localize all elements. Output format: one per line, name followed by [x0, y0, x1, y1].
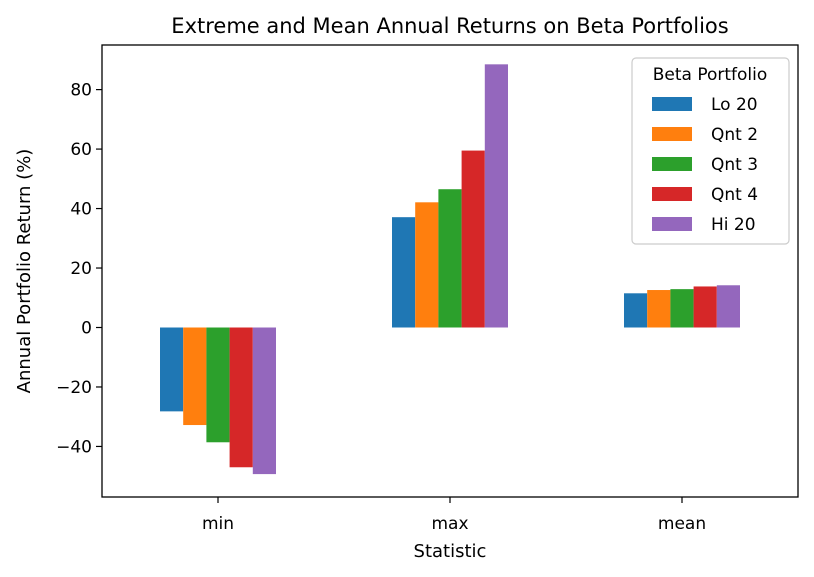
y-tick-label: −20 [56, 378, 92, 398]
x-tick-label: max [431, 514, 468, 534]
legend: Beta Portfolio Lo 20 Qnt 2 Qnt 3 Qnt 4 Hi 20 [631, 57, 790, 245]
y-tick-label: 0 [81, 319, 92, 339]
legend-label: Qnt 4 [711, 185, 758, 205]
bar-qnt-4-min [229, 327, 253, 468]
bar-lo-20-min [160, 327, 184, 412]
legend-label: Hi 20 [711, 215, 756, 235]
bar-qnt-3-min [206, 327, 230, 443]
bar-lo-20-mean [624, 293, 648, 328]
bar-qnt-2-mean [647, 290, 671, 328]
y-axis-title: Annual Portfolio Return (%) [14, 149, 35, 394]
x-axis-title: Statistic [414, 541, 487, 562]
legend-swatch [652, 187, 692, 201]
x-tick-label: min [202, 514, 234, 534]
bar-qnt-2-min [183, 327, 207, 426]
bar-qnt-3-mean [670, 289, 694, 328]
legend-label: Lo 20 [711, 95, 758, 115]
y-tick-label: 80 [70, 81, 92, 101]
legend-label: Qnt 2 [711, 125, 758, 145]
y-tick-label: 40 [70, 200, 92, 220]
bar-qnt-4-mean [693, 286, 717, 328]
bar-hi-20-min [252, 327, 276, 475]
y-tick-label: 60 [70, 140, 92, 160]
bar-qnt-2-max [415, 202, 439, 328]
y-tick-label: −40 [56, 437, 92, 457]
legend-swatch [652, 97, 692, 111]
bar-qnt-4-max [461, 150, 485, 328]
legend-label: Qnt 3 [711, 155, 758, 175]
legend-swatch [652, 127, 692, 141]
bar-qnt-3-max [438, 189, 462, 328]
legend-swatch [652, 217, 692, 231]
legend-swatch [652, 157, 692, 171]
y-tick-label: 20 [70, 259, 92, 279]
x-tick-label: mean [658, 514, 706, 534]
x-axis: min max mean [202, 497, 706, 534]
bar-hi-20-mean [716, 285, 740, 328]
bar-lo-20-max [392, 217, 416, 328]
bar-hi-20-max [484, 64, 508, 328]
legend-title: Beta Portfolio [653, 65, 768, 85]
y-axis: −40 −20 0 20 40 60 80 [56, 81, 102, 457]
bars-group [160, 64, 740, 475]
chart-title: Extreme and Mean Annual Returns on Beta … [171, 14, 728, 38]
